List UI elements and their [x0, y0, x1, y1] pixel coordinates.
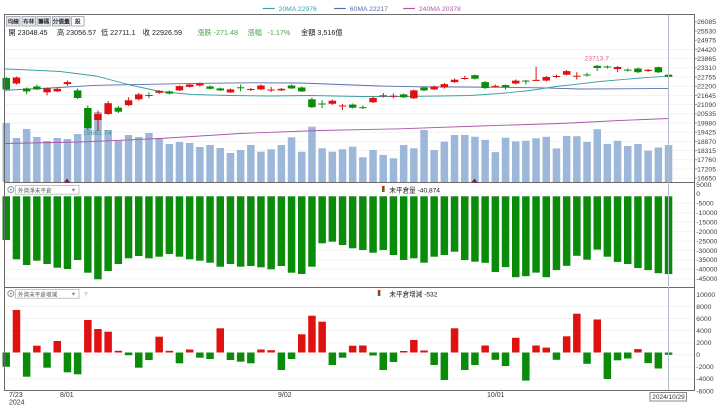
svg-text:240MA 20378: 240MA 20378 [419, 6, 461, 13]
svg-text:低 22711.1: 低 22711.1 [101, 28, 136, 37]
svg-text:金額 3,516億: 金額 3,516億 [301, 28, 343, 37]
svg-text:22200: 22200 [697, 84, 716, 91]
svg-text:20535: 20535 [697, 111, 716, 118]
svg-text:-35000: -35000 [696, 257, 717, 264]
svg-text:24420: 24420 [697, 47, 716, 54]
svg-text:6000: 6000 [696, 316, 711, 323]
svg-text:20MA 22976: 20MA 22976 [279, 6, 317, 13]
svg-text:22755: 22755 [697, 74, 716, 81]
svg-text:2024/10/29: 2024/10/29 [652, 394, 685, 401]
svg-text:分價量: 分價量 [53, 18, 70, 26]
svg-text:?: ? [84, 292, 88, 299]
svg-text:10000: 10000 [696, 292, 715, 299]
svg-text:-20000: -20000 [696, 229, 717, 236]
svg-text:開 23048.45: 開 23048.45 [8, 28, 47, 37]
svg-text:17760: 17760 [697, 157, 716, 164]
svg-text:18315: 18315 [697, 148, 716, 155]
svg-text:4000: 4000 [696, 328, 711, 335]
svg-text:10/01: 10/01 [487, 392, 505, 399]
svg-text:-2000: -2000 [696, 364, 714, 371]
svg-text:7/23: 7/23 [9, 392, 23, 399]
svg-text:籌碼: 籌碼 [38, 18, 50, 26]
svg-text:-5000: -5000 [696, 201, 714, 208]
svg-text:16650: 16650 [697, 176, 716, 183]
svg-text:24975: 24975 [697, 38, 716, 45]
svg-text:外資淨未平倉: 外資淨未平倉 [18, 186, 52, 194]
svg-text:60MA 22217: 60MA 22217 [350, 6, 388, 13]
svg-text:布林: 布林 [23, 18, 35, 26]
svg-text:18870: 18870 [697, 139, 716, 146]
svg-text:8000: 8000 [696, 304, 711, 311]
svg-text:均線: 均線 [8, 18, 20, 26]
svg-text:19980: 19980 [697, 120, 716, 127]
svg-text:高 23056.57: 高 23056.57 [57, 28, 96, 37]
svg-text:17205: 17205 [697, 166, 716, 173]
svg-text:0: 0 [696, 191, 700, 198]
svg-text:-40000: -40000 [696, 267, 717, 274]
svg-text:19425: 19425 [697, 130, 716, 137]
svg-text:漲幅 -1.17%: 漲幅 -1.17% [248, 28, 291, 37]
svg-text:-15000: -15000 [696, 220, 717, 227]
svg-text:-4000: -4000 [696, 376, 714, 383]
svg-text:8/01: 8/01 [60, 392, 74, 399]
svg-text:2000: 2000 [696, 340, 711, 347]
svg-text:-30000: -30000 [696, 248, 717, 255]
svg-text:21090: 21090 [697, 102, 716, 109]
svg-text:23713.7: 23713.7 [585, 56, 610, 63]
svg-text:收 22926.59: 收 22926.59 [143, 28, 182, 37]
svg-text:漲跌 -271.48: 漲跌 -271.48 [197, 28, 238, 37]
svg-text:外資未平倉增減: 外資未平倉增減 [18, 290, 58, 298]
svg-text:未平倉增減 -532: 未平倉增減 -532 [389, 289, 437, 298]
svg-text:25530: 25530 [697, 28, 716, 35]
svg-text:未平倉量 -40,874: 未平倉量 -40,874 [389, 185, 440, 194]
svg-text:23865: 23865 [697, 56, 716, 63]
svg-text:5000: 5000 [696, 182, 711, 189]
svg-text:-6000: -6000 [696, 388, 714, 395]
svg-text:26085: 26085 [697, 19, 716, 26]
svg-text:-45000: -45000 [696, 276, 717, 283]
svg-text:-25000: -25000 [696, 238, 717, 245]
svg-text:-10000: -10000 [696, 210, 717, 217]
svg-text:19662.74: 19662.74 [83, 130, 112, 137]
svg-text:9/02: 9/02 [278, 392, 292, 399]
svg-text:21645: 21645 [697, 93, 716, 100]
svg-text:0: 0 [696, 352, 700, 359]
svg-text:23310: 23310 [697, 65, 716, 72]
svg-text:2024: 2024 [9, 400, 25, 407]
svg-text:設: 設 [75, 18, 81, 26]
